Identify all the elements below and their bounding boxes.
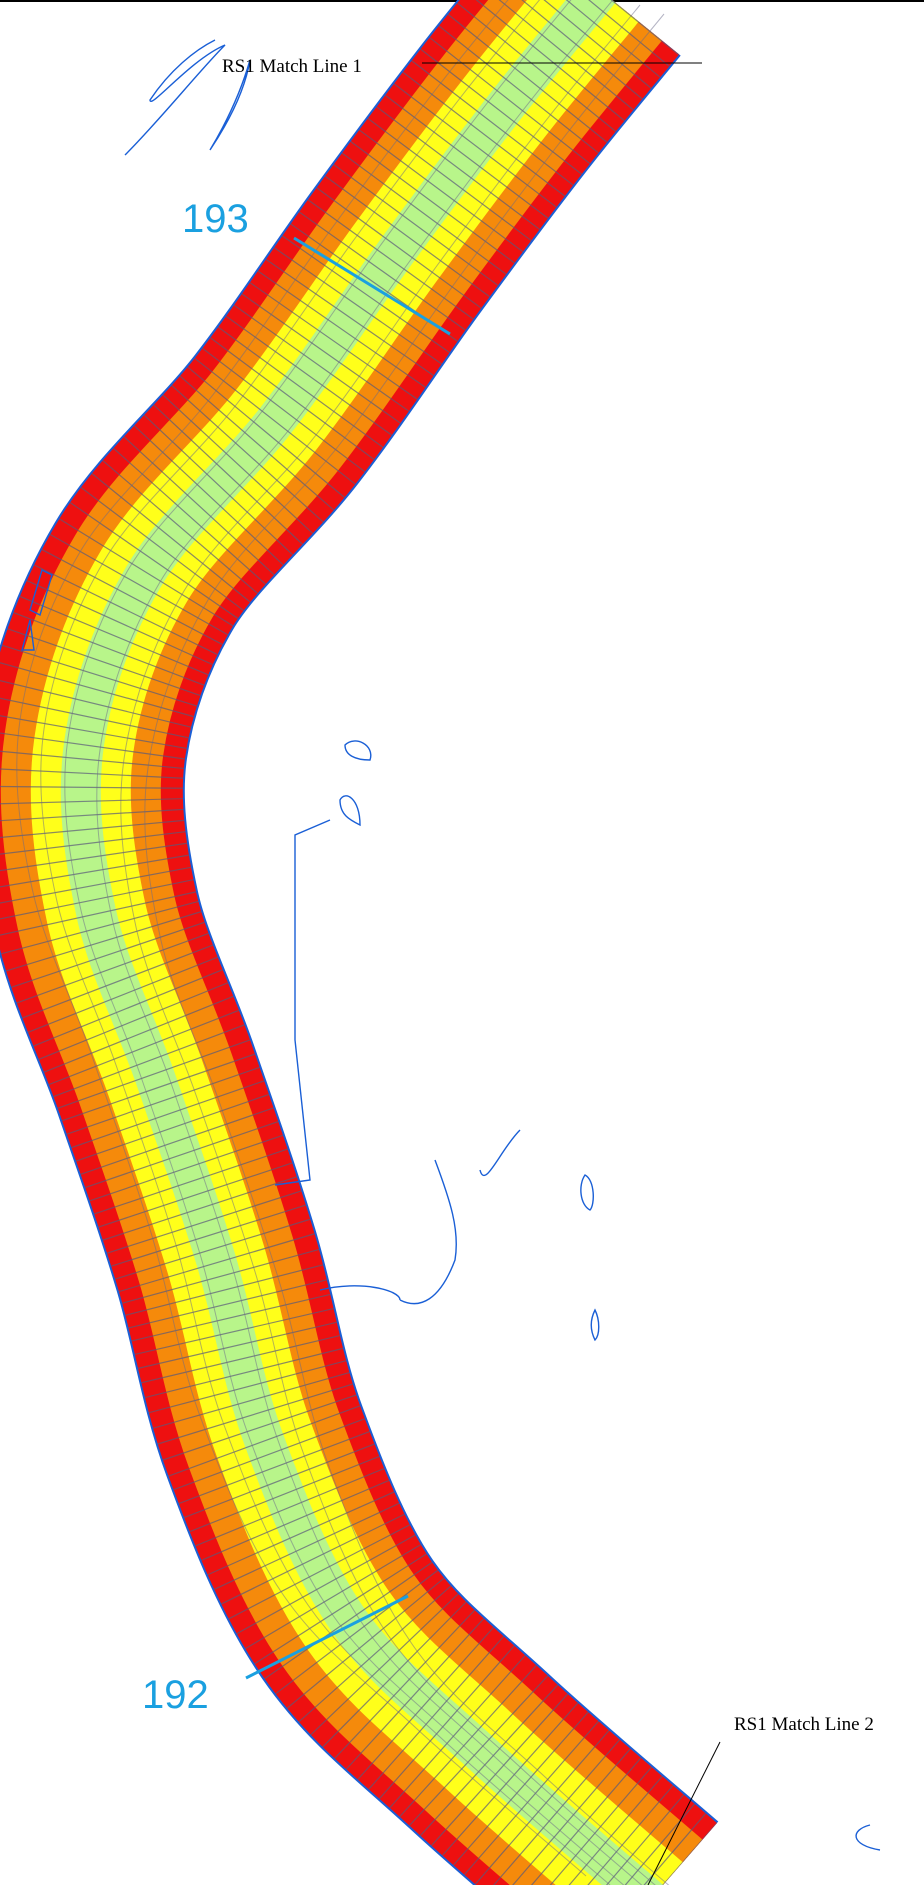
shoreline — [209, 59, 251, 151]
mesh-longitudinal — [144, 13, 670, 1885]
mesh-longitudinal — [64, 0, 625, 1885]
cross-section-line — [293, 236, 451, 336]
mesh-longitudinal — [96, 0, 643, 1885]
match-line-label: RS1 Match Line 1 — [222, 56, 362, 77]
section-label: 192 — [142, 1673, 209, 1717]
section-label: 193 — [182, 197, 249, 241]
island — [344, 740, 372, 761]
island — [580, 1174, 600, 1342]
shoreline — [479, 1129, 521, 1177]
mesh-longitudinal — [120, 4, 656, 1885]
leader-line — [647, 1741, 721, 1885]
mesh-longitudinal — [40, 0, 611, 1885]
shorelines — [21, 39, 881, 1851]
mesh-transverse — [0, 0, 717, 1885]
mesh-longitudinal — [16, 0, 587, 1877]
shoreline — [319, 1159, 457, 1305]
shoreline — [124, 39, 226, 156]
match-line-label: RS1 Match Line 2 — [734, 1714, 874, 1735]
shoreline — [274, 795, 361, 1186]
cross-section-line — [245, 1594, 409, 1680]
shoreline — [855, 1824, 881, 1851]
island — [21, 569, 53, 651]
